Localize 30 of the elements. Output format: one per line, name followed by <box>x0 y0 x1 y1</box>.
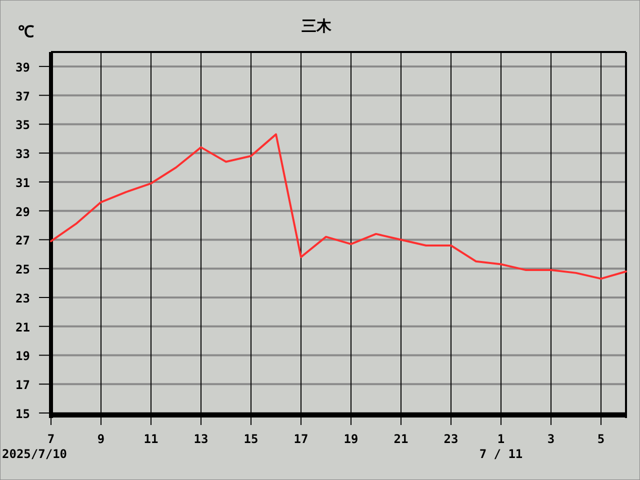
y-tick-label: 33 <box>16 147 30 162</box>
line-series <box>50 133 627 280</box>
text: 2025/7/10 <box>2 447 68 461</box>
y-tick-label: 29 <box>16 204 30 219</box>
x-tick-label: 13 <box>194 432 208 446</box>
x-tick-label: 1 <box>497 432 505 446</box>
y-tick-label: 37 <box>16 89 30 104</box>
y-tick-label: 23 <box>16 291 30 306</box>
x-tick-label: 19 <box>344 432 358 446</box>
y-tick-label: 21 <box>16 320 30 334</box>
y-tick-label: 19 <box>16 349 30 364</box>
y-tick-label: 25 <box>16 262 30 277</box>
y-tick-label: 17 <box>16 378 30 392</box>
y-tick-label: 35 <box>16 118 30 132</box>
chart-title: 三木 <box>302 17 332 35</box>
x-tick-label: 21 <box>394 432 408 446</box>
x-tick-label: 11 <box>144 432 158 446</box>
x-tick-label: 5 <box>597 432 605 446</box>
x-tick-label: 23 <box>444 432 458 446</box>
y-tick-label: 31 <box>16 176 30 190</box>
y-tick-label: 39 <box>16 60 30 74</box>
text: 7 / 11 <box>479 447 523 461</box>
x-tick-label: 9 <box>97 432 105 446</box>
x-tick-label: 7 <box>47 432 55 446</box>
x-tick-label: 15 <box>244 432 258 446</box>
y-tick-label: 15 <box>16 407 30 421</box>
x-tick-label: 3 <box>547 432 555 446</box>
x-tick-label: 17 <box>294 432 308 446</box>
y-axis-title: ℃ <box>18 22 34 41</box>
y-tick-label: 27 <box>16 234 30 248</box>
